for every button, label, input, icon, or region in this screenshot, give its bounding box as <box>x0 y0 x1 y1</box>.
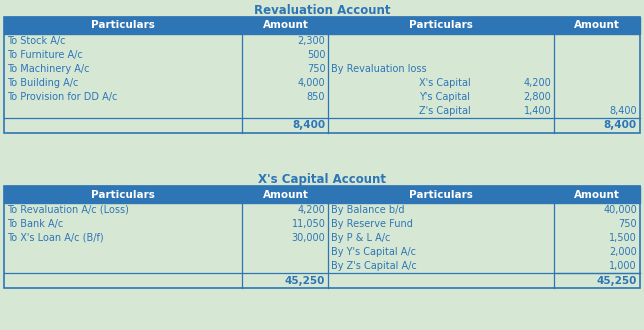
Text: 8,400: 8,400 <box>609 106 637 116</box>
Bar <box>4 186 640 288</box>
Bar <box>4 186 640 203</box>
Text: To Provision for DD A/c: To Provision for DD A/c <box>7 92 117 102</box>
Text: Z's Capital: Z's Capital <box>419 106 470 116</box>
Text: 850: 850 <box>307 92 325 102</box>
Text: Amount: Amount <box>574 189 620 200</box>
Text: X's Capital Account: X's Capital Account <box>258 173 386 185</box>
Text: 4,200: 4,200 <box>298 205 325 215</box>
Bar <box>4 17 640 34</box>
Text: To Furniture A/c: To Furniture A/c <box>7 50 82 60</box>
Text: 500: 500 <box>307 50 325 60</box>
Text: 45,250: 45,250 <box>596 276 637 285</box>
Text: By Z's Capital A/c: By Z's Capital A/c <box>332 261 417 271</box>
Text: To Bank A/c: To Bank A/c <box>7 219 63 229</box>
Text: Particulars: Particulars <box>91 20 155 30</box>
Bar <box>4 17 640 133</box>
Text: 1,000: 1,000 <box>609 261 637 271</box>
Text: By Revaluation loss: By Revaluation loss <box>332 64 427 74</box>
Text: To Building A/c: To Building A/c <box>7 78 79 88</box>
Text: Amount: Amount <box>263 20 308 30</box>
Text: To Revaluation A/c (Loss): To Revaluation A/c (Loss) <box>7 205 129 215</box>
Text: Revaluation Account: Revaluation Account <box>254 4 390 17</box>
Bar <box>4 186 640 203</box>
Text: By Balance b/d: By Balance b/d <box>332 205 405 215</box>
Text: Particulars: Particulars <box>410 20 473 30</box>
Text: By Reserve Fund: By Reserve Fund <box>332 219 413 229</box>
Text: 1,500: 1,500 <box>609 233 637 243</box>
Text: By Y's Capital A/c: By Y's Capital A/c <box>332 247 417 257</box>
Text: 8,400: 8,400 <box>604 120 637 130</box>
Text: By P & L A/c: By P & L A/c <box>332 233 391 243</box>
Text: To X's Loan A/c (B/f): To X's Loan A/c (B/f) <box>7 233 104 243</box>
Text: 40,000: 40,000 <box>603 205 637 215</box>
Bar <box>4 17 640 34</box>
Text: 45,250: 45,250 <box>285 276 325 285</box>
Text: Amount: Amount <box>574 20 620 30</box>
Text: Particulars: Particulars <box>91 189 155 200</box>
Text: 4,000: 4,000 <box>298 78 325 88</box>
Text: Y's Capital: Y's Capital <box>419 92 469 102</box>
Text: 4,200: 4,200 <box>524 78 551 88</box>
Text: 750: 750 <box>618 219 637 229</box>
Text: Particulars: Particulars <box>410 189 473 200</box>
Text: 2,000: 2,000 <box>609 247 637 257</box>
Text: 750: 750 <box>307 64 325 74</box>
Text: 30,000: 30,000 <box>292 233 325 243</box>
Text: 2,800: 2,800 <box>524 92 551 102</box>
Text: 1,400: 1,400 <box>524 106 551 116</box>
Text: Amount: Amount <box>263 189 308 200</box>
Text: 8,400: 8,400 <box>292 120 325 130</box>
Text: To Stock A/c: To Stock A/c <box>7 36 66 46</box>
Text: 11,050: 11,050 <box>292 219 325 229</box>
Text: To Machinery A/c: To Machinery A/c <box>7 64 90 74</box>
Text: 2,300: 2,300 <box>298 36 325 46</box>
Text: X's Capital: X's Capital <box>419 78 470 88</box>
